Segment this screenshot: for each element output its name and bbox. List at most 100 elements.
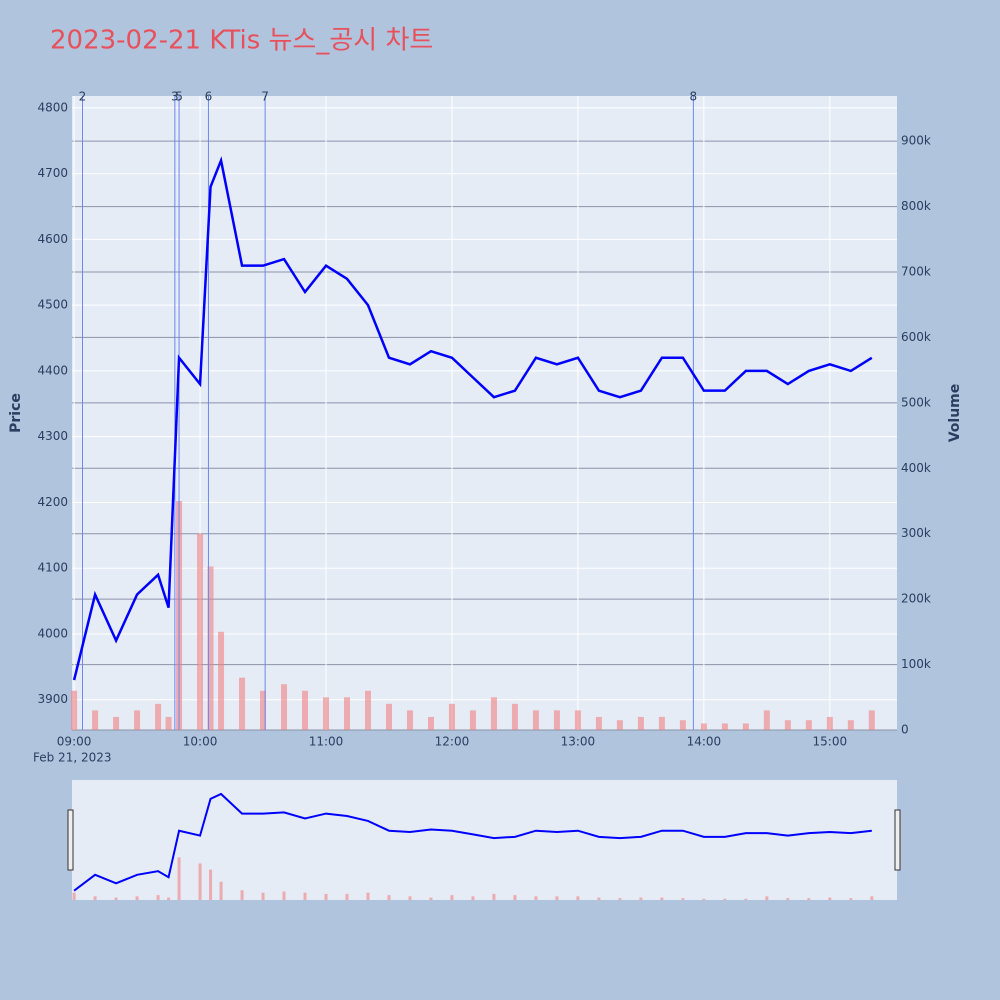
- volume-bar: [490, 697, 497, 730]
- x-tick-label: 15:00: [813, 735, 848, 749]
- volume-bar: [805, 720, 812, 730]
- y2-tick-label: 400k: [901, 461, 931, 475]
- event-label: 5: [175, 90, 183, 104]
- chart-title: 2023-02-21 KTis 뉴스_공시 차트: [50, 26, 433, 56]
- volume-bar: [207, 566, 214, 730]
- slider-volume-bar: [387, 895, 391, 900]
- slider-volume-bar: [366, 892, 370, 900]
- slider-volume-bar: [702, 898, 706, 900]
- slider-volume-bar: [513, 895, 517, 900]
- y2-tick-label: 700k: [901, 265, 931, 279]
- y-tick-label: 4700: [37, 166, 68, 180]
- y2-axis-title: Volume: [947, 384, 963, 443]
- volume-bar: [658, 716, 665, 730]
- event-label: 3: [171, 90, 179, 104]
- slider-handle[interactable]: [67, 809, 74, 871]
- volume-bar: [197, 533, 204, 730]
- volume-bar: [847, 720, 854, 730]
- plot-area: [72, 96, 897, 730]
- slider-volume-bar: [849, 898, 853, 900]
- volume-bar: [155, 703, 162, 730]
- slider-volume-bar: [765, 896, 769, 900]
- y2-tick-label: 200k: [901, 592, 931, 606]
- event-label: 6: [205, 90, 213, 104]
- x-tick-label: 11:00: [309, 735, 344, 749]
- slider-volume-bar: [534, 896, 538, 900]
- slider-volume-bar: [240, 890, 244, 900]
- volume-bar: [826, 716, 833, 730]
- volume-bar: [281, 684, 288, 730]
- volume-bar: [239, 677, 246, 730]
- volume-bar: [165, 716, 172, 730]
- slider-volume-bar: [471, 896, 475, 900]
- volume-bar: [616, 720, 623, 730]
- range-slider: [72, 780, 897, 900]
- y-axis-title: Price: [8, 393, 24, 433]
- volume-bar: [134, 710, 141, 730]
- x-tick-label: 12:00: [435, 735, 470, 749]
- slider-volume-bar: [261, 892, 265, 900]
- y-tick-label: 4200: [37, 495, 68, 509]
- volume-bar: [113, 716, 120, 730]
- slider-volume-bar: [744, 898, 748, 900]
- slider-volume-bar: [209, 869, 213, 900]
- volume-bar: [71, 690, 78, 730]
- volume-bar: [218, 631, 225, 730]
- x-tick-label: 14:00: [687, 735, 722, 749]
- volume-bar: [406, 710, 413, 730]
- volume-bar: [595, 716, 602, 730]
- x-tick-label: 13:00: [561, 735, 596, 749]
- slider-volume-bar: [72, 892, 76, 900]
- slider-volume-bar: [345, 893, 349, 900]
- slider-volume-bar: [198, 863, 202, 900]
- slider-volume-bar: [408, 896, 412, 900]
- slider-volume-bar: [555, 896, 559, 900]
- volume-bar: [323, 697, 330, 730]
- event-label: 2: [79, 90, 87, 104]
- volume-bar: [721, 723, 728, 730]
- slider-volume-bar: [870, 896, 874, 900]
- slider-volume-bar: [723, 898, 727, 900]
- slider-volume-bar: [156, 895, 160, 900]
- slider-volume-bar: [639, 897, 643, 900]
- volume-bar: [344, 697, 350, 730]
- slider-volume-bar: [177, 857, 181, 900]
- slider-volume-bar: [681, 898, 685, 900]
- volume-bar: [763, 710, 770, 730]
- volume-bar: [868, 710, 875, 730]
- x-tick-label: 09:00: [57, 735, 92, 749]
- y2-tick-label: 800k: [901, 199, 931, 213]
- volume-bar: [679, 720, 686, 730]
- slider-volume-bar: [828, 897, 832, 900]
- slider-volume-bar: [660, 897, 664, 900]
- slider-volume-bar: [93, 896, 97, 900]
- y2-tick-label: 500k: [901, 395, 931, 409]
- slider-price-line: [73, 792, 872, 892]
- volume-bar: [302, 690, 309, 730]
- slider-volume-bar: [324, 893, 328, 900]
- volume-bar: [742, 723, 749, 730]
- volume-bar: [700, 723, 707, 730]
- volume-bar: [553, 710, 560, 730]
- volume-bar: [364, 690, 371, 730]
- y-tick-label: 4100: [37, 561, 68, 575]
- slider-volume-bar: [492, 893, 496, 900]
- slider-volume-bar: [786, 898, 790, 900]
- slider-volume-bar: [114, 897, 118, 900]
- volume-bar: [469, 710, 476, 730]
- slider-volume-bar: [597, 897, 601, 900]
- slider-volume-bar: [429, 897, 433, 900]
- y-tick-label: 4000: [37, 626, 68, 640]
- slider-volume-bar: [282, 891, 286, 900]
- y2-tick-label: 900k: [901, 134, 931, 148]
- volume-bar: [784, 720, 791, 730]
- slider-volume-bar: [167, 897, 171, 900]
- y-tick-label: 3900: [37, 692, 68, 706]
- x-tick-label: 10:00: [183, 735, 218, 749]
- slider-handle[interactable]: [894, 809, 901, 871]
- y2-tick-label: 0: [901, 723, 909, 737]
- y-tick-label: 4500: [37, 298, 68, 312]
- volume-bar: [260, 690, 267, 730]
- date-label: Feb 21, 2023: [33, 751, 112, 765]
